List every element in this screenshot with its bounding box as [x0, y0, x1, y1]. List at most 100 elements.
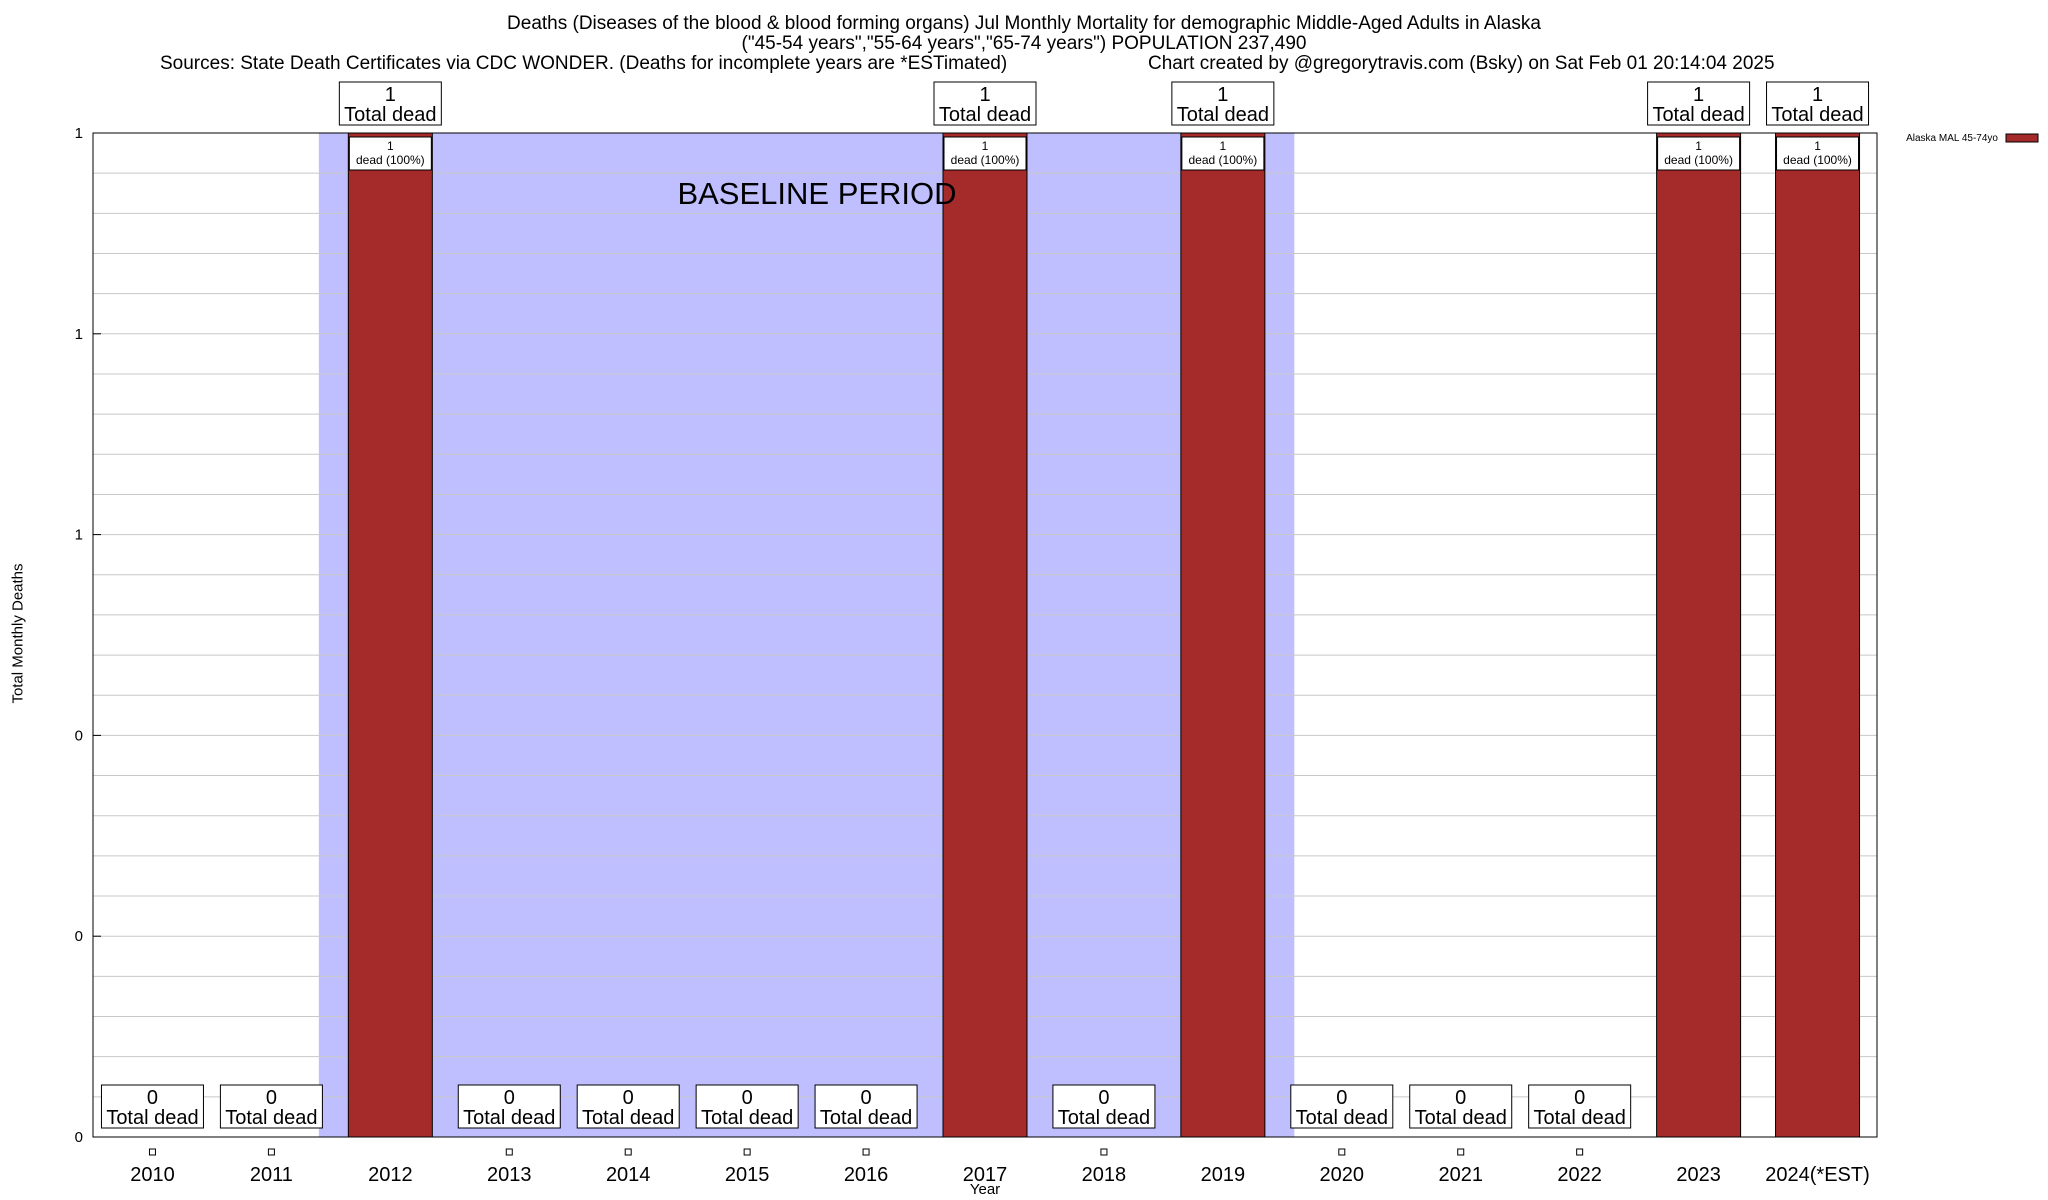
total-label-text: Total dead: [1296, 1107, 1388, 1129]
total-label-count: 1: [1693, 84, 1704, 106]
total-label-box: [1766, 81, 1870, 126]
x-tick-label: 2020: [1320, 1164, 1365, 1186]
chart-credit: Chart created by @gregorytravis.com (Bsk…: [1148, 53, 1775, 74]
total-label-text: Total dead: [820, 1107, 912, 1129]
total-label-count: 0: [1455, 1087, 1466, 1109]
total-label-count: 0: [1336, 1087, 1347, 1109]
pct-label-text: dead (100%): [1664, 153, 1733, 167]
total-label-box: [457, 1084, 561, 1129]
total-label-text: Total dead: [1771, 104, 1863, 126]
zero-marker: [1576, 1148, 1584, 1156]
pct-label-box: [1776, 136, 1860, 171]
total-label-count: 0: [861, 1087, 872, 1109]
total-label-count: 0: [1574, 1087, 1585, 1109]
baseline-period-label: BASELINE PERIOD: [677, 176, 956, 211]
total-label-count: 0: [623, 1087, 634, 1109]
legend-swatch: [2005, 133, 2039, 143]
total-label-text: Total dead: [1415, 1107, 1507, 1129]
x-tick-label: 2017: [963, 1164, 1008, 1186]
total-label-text: Total dead: [1058, 1107, 1150, 1129]
y-tick-label: 1: [75, 326, 83, 343]
pct-label-box: [1181, 136, 1265, 171]
x-tick-label: 2024(*EST): [1765, 1164, 1870, 1186]
x-tick-label: 2013: [487, 1164, 532, 1186]
bar: [942, 132, 1028, 1138]
total-label-text: Total dead: [225, 1107, 317, 1129]
total-label-text: Total dead: [582, 1107, 674, 1129]
pct-label-text: dead (100%): [1189, 153, 1258, 167]
y-tick-label: 0: [75, 1129, 83, 1146]
x-tick-label: 2015: [725, 1164, 770, 1186]
x-tick-label: 2021: [1438, 1164, 1483, 1186]
y-axis-label: Total Monthly Deaths: [9, 563, 27, 704]
bar: [1775, 132, 1861, 1138]
zero-marker: [1338, 1148, 1346, 1156]
pct-label-box: [348, 136, 432, 171]
total-label-text: Total dead: [106, 1107, 198, 1129]
total-label-box: [1409, 1084, 1513, 1129]
x-tick-label: 2019: [1201, 1164, 1246, 1186]
pct-label-count: 1: [1695, 139, 1702, 153]
x-tick-label: 2014: [606, 1164, 651, 1186]
total-label-count: 0: [742, 1087, 753, 1109]
total-label-box: [338, 81, 442, 126]
bar: [1656, 132, 1742, 1138]
zero-marker: [267, 1148, 275, 1156]
total-label-count: 0: [147, 1087, 158, 1109]
y-tick-label: 0: [75, 727, 83, 744]
total-label-box: [100, 1084, 204, 1129]
zero-marker: [1100, 1148, 1108, 1156]
total-label-box: [695, 1084, 799, 1129]
pct-label-box: [1657, 136, 1741, 171]
total-label-box: [576, 1084, 680, 1129]
legend-label: Alaska MAL 45-74yo: [1906, 133, 1998, 144]
zero-marker: [743, 1148, 751, 1156]
x-tick-label: 2022: [1557, 1164, 1602, 1186]
total-label-count: 0: [1098, 1087, 1109, 1109]
x-tick-label: 2012: [368, 1164, 413, 1186]
pct-label-count: 1: [387, 139, 394, 153]
x-tick-label: 2010: [130, 1164, 175, 1186]
zero-marker: [505, 1148, 513, 1156]
total-label-text: Total dead: [463, 1107, 555, 1129]
total-label-count: 1: [385, 84, 396, 106]
y-tick-label: 1: [75, 125, 83, 142]
total-label-box: [1171, 81, 1275, 126]
total-label-box: [1052, 1084, 1156, 1129]
pct-label-text: dead (100%): [951, 153, 1020, 167]
total-label-count: 1: [1217, 84, 1228, 106]
pct-label-count: 1: [1814, 139, 1821, 153]
pct-label-box: [943, 136, 1027, 171]
x-tick-label: 2023: [1676, 1164, 1721, 1186]
pct-label-text: dead (100%): [356, 153, 425, 167]
total-label-text: Total dead: [344, 104, 436, 126]
total-label-count: 0: [266, 1087, 277, 1109]
total-label-text: Total dead: [701, 1107, 793, 1129]
total-label-count: 0: [504, 1087, 515, 1109]
zero-marker: [862, 1148, 870, 1156]
zero-marker: [624, 1148, 632, 1156]
total-label-text: Total dead: [939, 104, 1031, 126]
bar: [1180, 132, 1266, 1138]
total-label-text: Total dead: [1177, 104, 1269, 126]
y-tick-label: 1: [75, 527, 83, 544]
plot-border: [92, 132, 1878, 1138]
baseline-period-band: [318, 133, 1295, 1137]
total-label-count: 1: [979, 84, 990, 106]
total-label-text: Total dead: [1534, 1107, 1626, 1129]
pct-label-text: dead (100%): [1783, 153, 1852, 167]
